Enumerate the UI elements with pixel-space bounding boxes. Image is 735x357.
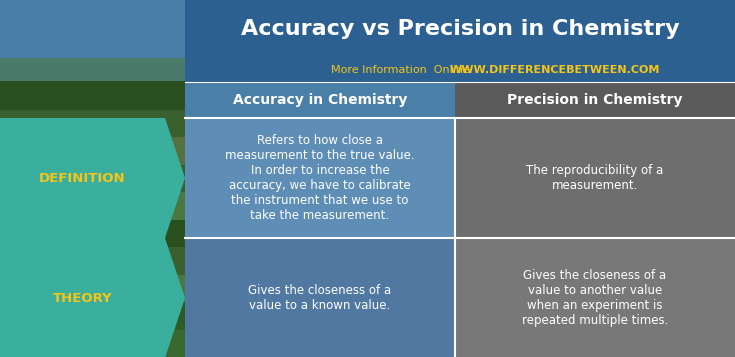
Text: Accuracy in Chemistry: Accuracy in Chemistry xyxy=(233,93,407,107)
Polygon shape xyxy=(0,238,185,357)
Bar xyxy=(185,58,735,82)
Bar xyxy=(185,238,455,357)
Bar xyxy=(185,118,455,238)
Text: Accuracy vs Precision in Chemistry: Accuracy vs Precision in Chemistry xyxy=(240,19,679,39)
Bar xyxy=(0,136,185,165)
Bar xyxy=(0,0,185,58)
Bar xyxy=(455,238,735,357)
Bar xyxy=(455,82,735,118)
Bar xyxy=(0,191,185,220)
Bar xyxy=(0,301,185,330)
Text: THEORY: THEORY xyxy=(53,292,112,305)
Bar xyxy=(0,328,185,357)
Text: More Information  Online: More Information Online xyxy=(331,65,470,75)
Text: Gives the closeness of a
value to another value
when an experiment is
repeated m: Gives the closeness of a value to anothe… xyxy=(522,269,668,327)
Bar xyxy=(0,246,185,275)
Bar xyxy=(0,109,185,137)
Polygon shape xyxy=(0,118,185,238)
Text: DEFINITION: DEFINITION xyxy=(39,171,126,185)
Bar xyxy=(0,273,185,302)
Bar xyxy=(0,164,185,192)
Bar xyxy=(185,0,735,58)
Bar xyxy=(0,218,185,247)
Text: Refers to how close a
measurement to the true value.
In order to increase the
ac: Refers to how close a measurement to the… xyxy=(225,134,415,222)
Text: Gives the closeness of a
value to a known value.: Gives the closeness of a value to a know… xyxy=(248,284,392,312)
Bar xyxy=(0,81,185,110)
Text: Precision in Chemistry: Precision in Chemistry xyxy=(507,93,683,107)
Text: WWW.DIFFERENCEBETWEEN.COM: WWW.DIFFERENCEBETWEEN.COM xyxy=(450,65,660,75)
Bar xyxy=(455,118,735,238)
Text: The reproducibility of a
measurement.: The reproducibility of a measurement. xyxy=(526,164,664,192)
Bar xyxy=(185,82,455,118)
